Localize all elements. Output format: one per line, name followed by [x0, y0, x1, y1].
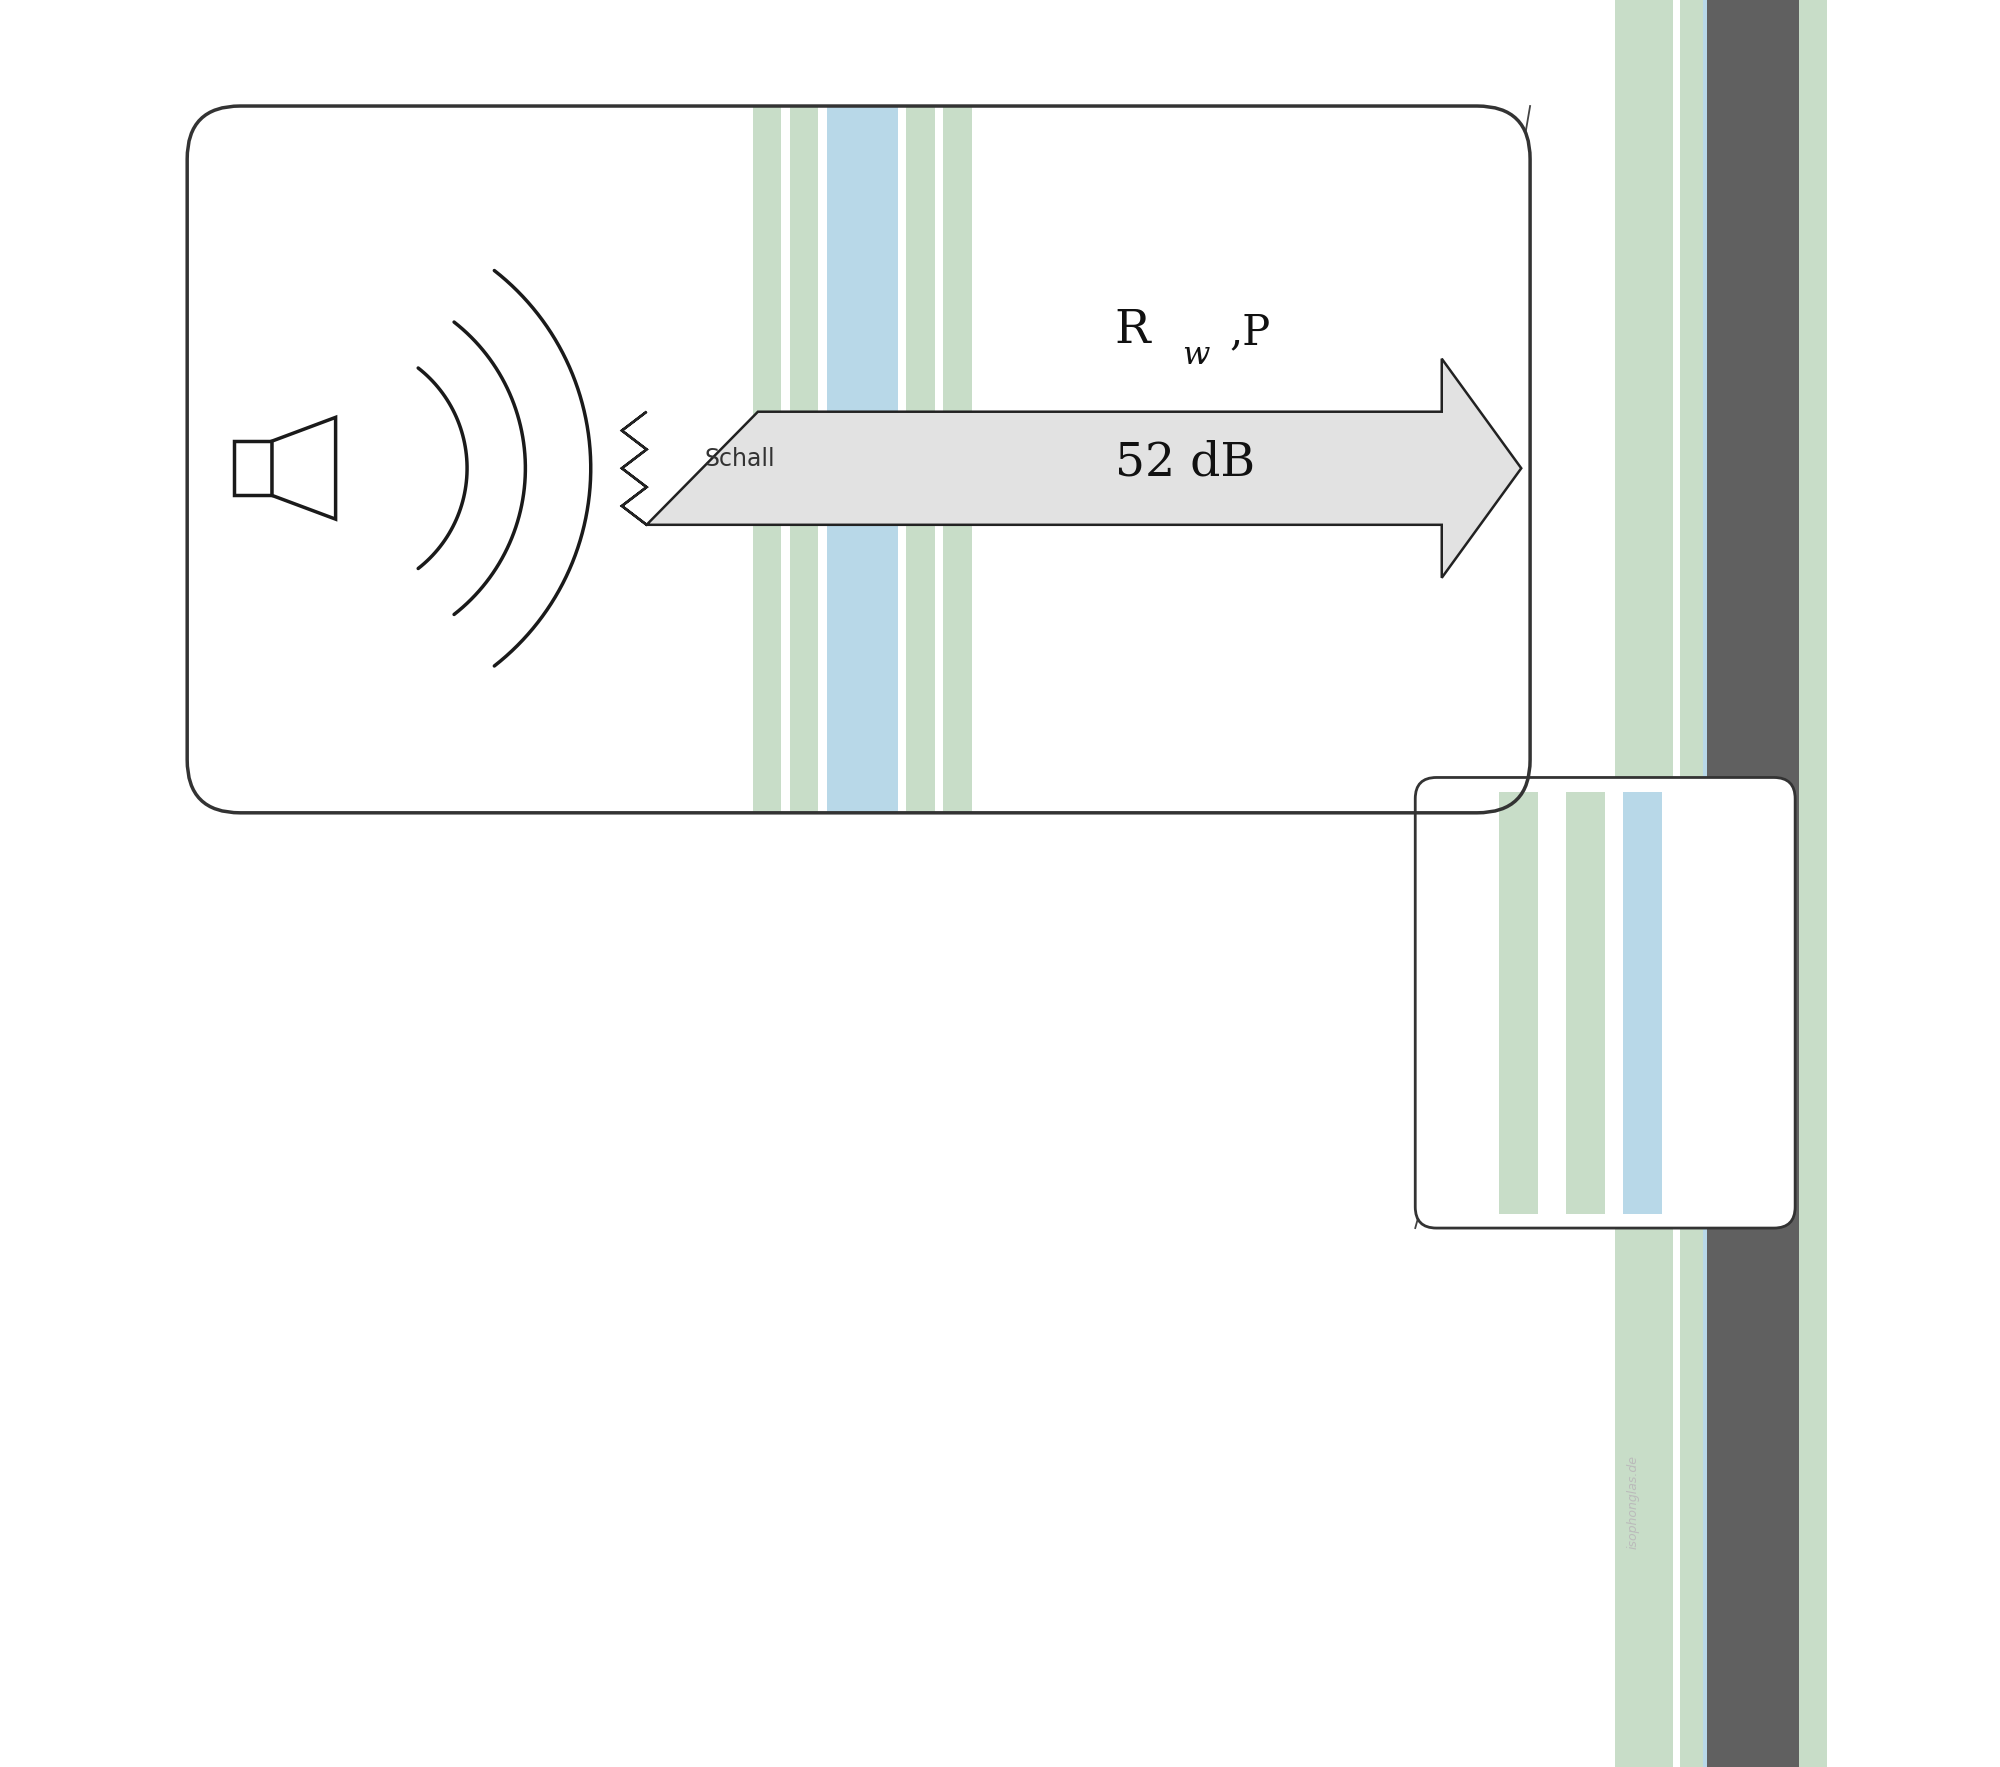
Bar [1650, 0, 1674, 1767]
Bar [1500, 792, 1538, 1214]
Bar [1704, 0, 1738, 1767]
Bar [1738, 0, 1762, 1767]
Bar [790, 106, 818, 813]
Bar [234, 442, 272, 495]
Text: Schall: Schall [704, 447, 776, 472]
Bar [752, 106, 780, 813]
Text: w: w [1182, 339, 1210, 371]
Bar [1614, 0, 1650, 1767]
Text: R: R [1114, 307, 1150, 353]
Text: ,P: ,P [1230, 311, 1270, 353]
Bar [1566, 792, 1606, 1214]
Bar [1792, 0, 1826, 1767]
FancyBboxPatch shape [188, 106, 1530, 813]
Text: 52 dB: 52 dB [1114, 440, 1254, 486]
Bar [906, 106, 934, 813]
Bar [944, 106, 972, 813]
Bar [1622, 792, 1662, 1214]
Text: isophonglas.de: isophonglas.de [1626, 1454, 1640, 1550]
Bar [1680, 0, 1704, 1767]
Bar [826, 106, 898, 813]
FancyBboxPatch shape [1416, 777, 1796, 1228]
Polygon shape [622, 359, 1522, 578]
Bar [1706, 0, 1798, 1767]
Polygon shape [272, 417, 336, 519]
Bar [1768, 0, 1792, 1767]
